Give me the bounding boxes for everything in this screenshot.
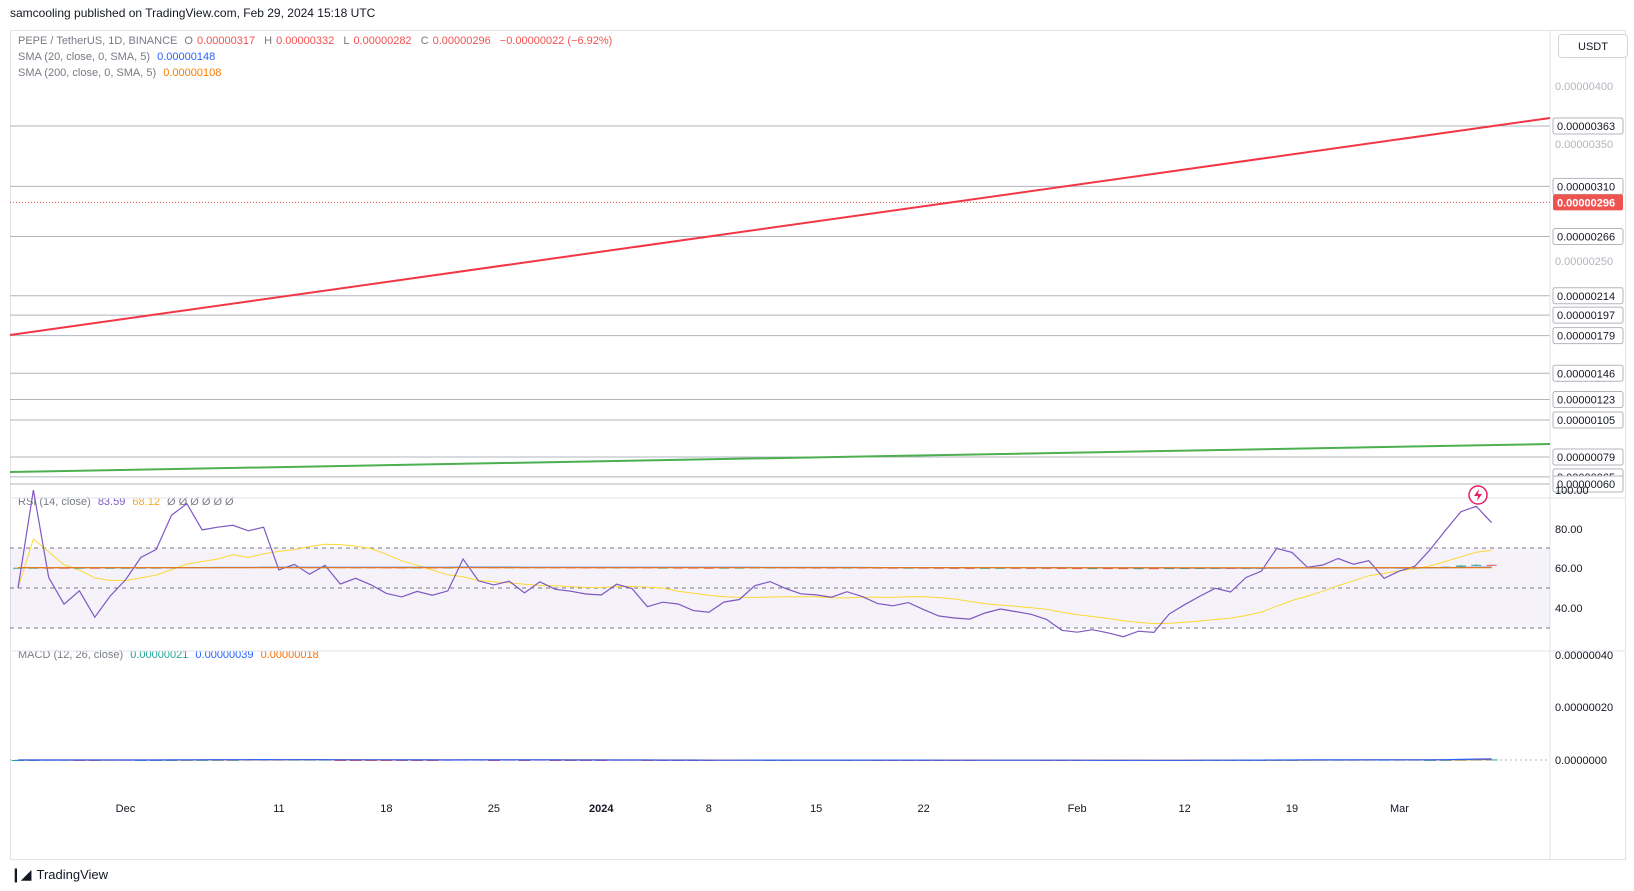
macd-signal-value: 0.00000018 [260, 649, 319, 661]
macd-line-value: 0.00000039 [195, 649, 254, 661]
tradingview-logo-icon[interactable]: ❙◢ [10, 866, 31, 882]
sma20-value: 0.00000148 [157, 51, 216, 63]
macd-label[interactable]: MACD (12, 26, close) [18, 649, 124, 661]
rsi-ma-value: 68.12 [132, 496, 160, 508]
publish-line: samcooling published on TradingView.com,… [10, 6, 376, 20]
low-value: 0.00000282 [353, 35, 412, 47]
sma200-label[interactable]: SMA (200, close, 0, SMA, 5) [18, 67, 157, 79]
sma200-value: 0.00000108 [163, 67, 222, 79]
brand-name: TradingView [36, 867, 109, 882]
sma20-legend: SMA (20, close, 0, SMA, 5) 0.00000148 [18, 50, 219, 64]
close-label: C [420, 35, 429, 47]
footer: ❙◢ TradingView [10, 866, 108, 883]
chart-frame [10, 30, 1626, 860]
open-value: 0.00000317 [196, 35, 256, 47]
rsi-value: 83.59 [97, 496, 126, 508]
close-value: 0.00000296 [432, 35, 491, 47]
rsi-legend: RSI (14, close) 83.59 68.12 Ø Ø Ø Ø Ø Ø [18, 495, 238, 509]
change-value: −0.00000022 (−6.92%) [499, 35, 613, 47]
high-label: H [264, 35, 273, 47]
sma200-legend: SMA (200, close, 0, SMA, 5) 0.00000108 [18, 66, 225, 80]
high-value: 0.00000332 [276, 35, 335, 47]
low-label: L [343, 35, 350, 47]
macd-hist-value: 0.00000021 [130, 649, 189, 661]
currency-unit-button[interactable]: USDT [1558, 34, 1628, 58]
rsi-label[interactable]: RSI (14, close) [18, 496, 91, 508]
open-label: O [184, 35, 193, 47]
sma20-label[interactable]: SMA (20, close, 0, SMA, 5) [18, 51, 151, 63]
macd-legend: MACD (12, 26, close) 0.00000021 0.000000… [18, 648, 323, 662]
main-legend: PEPE / TetherUS, 1D, BINANCE O 0.00000317… [18, 34, 616, 48]
symbol-label[interactable]: PEPE / TetherUS, 1D, BINANCE [18, 35, 178, 47]
rsi-extra: Ø Ø Ø Ø Ø Ø [167, 496, 234, 508]
